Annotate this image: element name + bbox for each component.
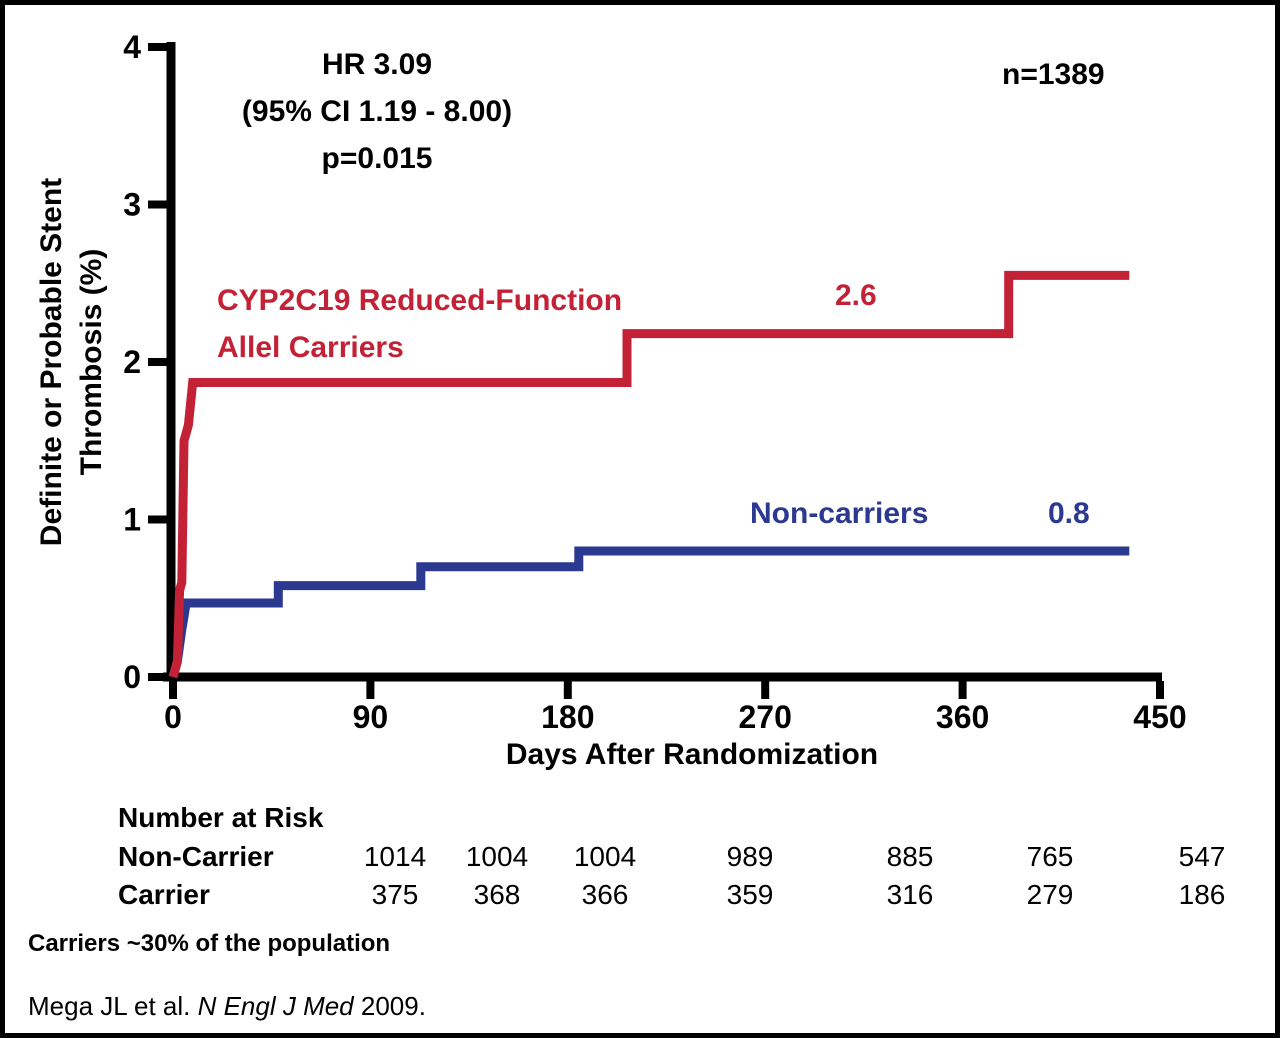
risk-value: 368 [473, 879, 521, 910]
y-axis-title: Definite or Probable Stent Thrombosis (%… [32, 5, 112, 722]
carriers-series-label: CYP2C19 Reduced-Function Allel Carriers [217, 277, 622, 371]
risk-value: 366 [581, 879, 629, 910]
carriers-endpoint-value: 2.6 [835, 279, 877, 312]
citation: Mega JL et al. N Engl J Med 2009. [28, 991, 426, 1022]
x-tick-label: 0 [164, 699, 182, 735]
sample-size-label: n=1389 [1002, 58, 1105, 91]
carriers-series-label-line1: CYP2C19 Reduced-Function [217, 284, 623, 317]
citation-journal: N Engl J Med [197, 991, 354, 1021]
risk-value: 186 [1178, 879, 1226, 910]
risk-value: 989 [726, 841, 774, 872]
y-tick-label: 3 [123, 187, 141, 223]
risk-value: 765 [1026, 841, 1074, 872]
noncarriers-endpoint-value: 0.8 [1048, 497, 1090, 530]
risk-value: 279 [1026, 879, 1074, 910]
noncarriers-series-label: Non-carriers [750, 497, 929, 530]
risk-value: 885 [886, 841, 934, 872]
km-plot-canvas: 0 1 2 3 4 0 90 180 270 360 450 [123, 29, 1186, 735]
y-tick-label: 0 [123, 659, 141, 695]
risk-row-label: Carrier [118, 879, 210, 910]
citation-authors: Mega JL et al. [28, 991, 198, 1021]
p-value: p=0.015 [321, 142, 433, 175]
risk-table-heading: Number at Risk [118, 802, 324, 833]
hr-value: HR 3.09 [321, 48, 433, 81]
y-tick-label: 2 [123, 344, 141, 380]
x-tick-label: 450 [1133, 699, 1186, 735]
risk-value: 375 [371, 879, 419, 910]
hazard-ratio-annotation: HR 3.09 (95% CI 1.19 - 8.00) p=0.015 [242, 41, 512, 182]
x-tick-label: 360 [936, 699, 989, 735]
risk-value: 1014 [363, 841, 427, 872]
km-curve-noncarriers [168, 546, 1130, 679]
risk-value: 547 [1178, 841, 1226, 872]
ci-value: (95% CI 1.19 - 8.00) [241, 95, 513, 128]
risk-row-label: Non-Carrier [118, 841, 274, 872]
risk-table-row-carrier: Carrier 375 368 366 359 316 279 186 [5, 879, 1275, 913]
x-axis-title: Days After Randomization [505, 738, 879, 771]
risk-value: 1004 [465, 841, 529, 872]
x-tick-label: 270 [739, 699, 792, 735]
x-tick-label: 90 [353, 699, 389, 735]
population-note: Carriers ~30% of the population [28, 930, 391, 957]
risk-value: 316 [886, 879, 934, 910]
y-tick-label: 4 [123, 29, 141, 65]
km-curve-carriers [168, 270, 1130, 679]
y-tick-label: 1 [123, 502, 141, 538]
carriers-series-label-line2: Allel Carriers [217, 331, 404, 364]
y-axis-title-line1: Definite or Probable Stent [35, 177, 68, 547]
risk-table-row-noncarrier: Non-Carrier 1014 1004 1004 989 885 765 547 [5, 841, 1275, 875]
risk-value: 359 [726, 879, 774, 910]
y-axis-title-line2: Thrombosis (%) [75, 248, 108, 476]
citation-year: 2009. [353, 991, 426, 1021]
x-tick-label: 180 [541, 699, 594, 735]
risk-value: 1004 [573, 841, 637, 872]
